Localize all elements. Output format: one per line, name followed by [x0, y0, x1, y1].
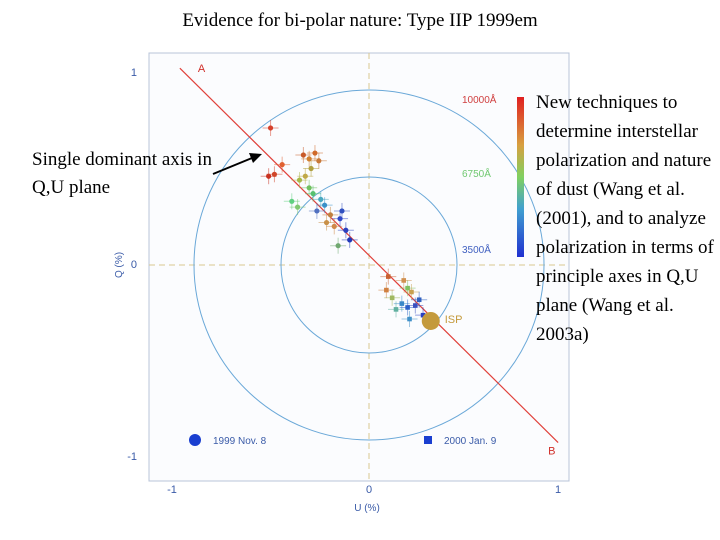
- point-marker-circle: [266, 173, 272, 179]
- point-marker-circle: [316, 158, 322, 164]
- point-marker-square: [405, 305, 410, 310]
- data-point: [337, 222, 354, 239]
- wavelength-color-bar: [517, 97, 524, 257]
- axis-end-label-b: B: [548, 446, 555, 458]
- y-tick-0: 0: [131, 259, 137, 271]
- data-point: [266, 166, 283, 183]
- point-marker-circle: [300, 152, 306, 158]
- isp-label: ISP: [445, 314, 463, 326]
- point-marker-square: [409, 289, 414, 295]
- point-marker-circle: [337, 216, 343, 222]
- y-tick-minus1: -1: [127, 451, 137, 463]
- point-marker-circle: [323, 219, 330, 226]
- point-marker-square: [384, 287, 389, 293]
- data-points: [260, 119, 432, 328]
- x-axis-label: U (%): [354, 503, 380, 514]
- point-marker-square: [420, 312, 426, 318]
- data-point: [322, 206, 339, 223]
- legend-marker-nov: [189, 434, 201, 446]
- point-marker-square: [416, 297, 422, 303]
- data-point: [326, 218, 343, 235]
- inner-circle: [280, 176, 458, 354]
- x-tick-0: 0: [366, 484, 372, 496]
- data-point: [403, 284, 420, 301]
- data-point: [401, 311, 418, 328]
- x-tick-1: 1: [555, 484, 561, 496]
- data-point: [411, 291, 428, 308]
- data-point: [388, 301, 405, 318]
- data-point: [395, 272, 412, 289]
- point-marker-circle: [294, 204, 301, 210]
- y-tick-1: 1: [131, 67, 137, 79]
- point-marker-circle: [322, 202, 328, 208]
- dominant-axis-line: [179, 67, 559, 443]
- wavelength-label-red: 10000Å: [462, 93, 497, 106]
- annotation-arrow-head: [249, 153, 262, 163]
- data-point: [310, 152, 327, 169]
- data-point: [399, 299, 416, 316]
- isp-marker: [421, 311, 440, 330]
- data-point: [289, 199, 306, 216]
- plot-frame: [148, 52, 570, 482]
- left-annotation: Single dominant axis in Q,U plane: [32, 149, 212, 198]
- point-marker-circle: [302, 173, 308, 179]
- data-point: [380, 268, 397, 285]
- data-point: [274, 156, 291, 173]
- point-marker-circle: [318, 196, 324, 202]
- point-marker-square: [401, 278, 407, 283]
- point-marker-circle: [312, 150, 318, 156]
- point-marker-circle: [279, 162, 285, 168]
- annotation-arrow-line: [212, 157, 253, 175]
- data-point: [378, 282, 395, 299]
- point-marker-circle: [335, 243, 341, 249]
- data-point: [399, 280, 416, 297]
- point-marker-square: [389, 295, 395, 301]
- data-point: [305, 185, 322, 202]
- point-marker-circle: [271, 171, 278, 177]
- point-marker-circle: [308, 165, 314, 172]
- point-marker-square: [386, 274, 391, 279]
- wavelength-label-blue: 3500Å: [462, 243, 491, 256]
- point-marker-circle: [327, 212, 333, 218]
- data-point: [332, 210, 349, 227]
- data-point: [318, 214, 335, 231]
- point-marker-circle: [343, 227, 349, 233]
- data-point: [330, 237, 347, 254]
- point-marker-circle: [339, 208, 345, 214]
- outer-circle: [193, 89, 545, 441]
- legend-marker-jan: [424, 436, 432, 444]
- data-point: [341, 231, 358, 248]
- data-point: [262, 119, 279, 136]
- data-point: [306, 145, 323, 162]
- data-point: [301, 179, 318, 196]
- point-marker-circle: [296, 177, 303, 183]
- point-marker-square: [407, 316, 412, 322]
- x-tick-minus1: -1: [167, 484, 177, 496]
- point-marker-circle: [267, 125, 274, 131]
- point-marker-circle: [306, 156, 312, 162]
- point-marker-circle: [289, 198, 295, 204]
- point-marker-square: [393, 307, 399, 312]
- point-marker-circle: [331, 223, 337, 229]
- data-point: [291, 172, 308, 189]
- legend-label-jan: 2000 Jan. 9: [444, 436, 497, 447]
- point-marker-circle: [310, 190, 316, 197]
- wavelength-label-green: 6750Å: [462, 167, 491, 180]
- point-marker-circle: [314, 208, 320, 214]
- legend-label-nov: 1999 Nov. 8: [213, 436, 267, 447]
- axis-end-label-a: A: [198, 63, 206, 75]
- slide-title: Evidence for bi-polar nature: Type IIP 1…: [182, 10, 538, 31]
- data-point: [308, 202, 325, 219]
- point-marker-square: [413, 303, 418, 308]
- data-point: [333, 202, 350, 219]
- point-marker-circle: [306, 185, 312, 191]
- point-marker-circle: [347, 237, 353, 243]
- point-marker-square: [399, 301, 405, 306]
- y-axis-label: Q (%): [114, 252, 125, 278]
- point-marker-square: [405, 285, 410, 291]
- right-annotation: New techniques to determine interstellar…: [536, 92, 714, 345]
